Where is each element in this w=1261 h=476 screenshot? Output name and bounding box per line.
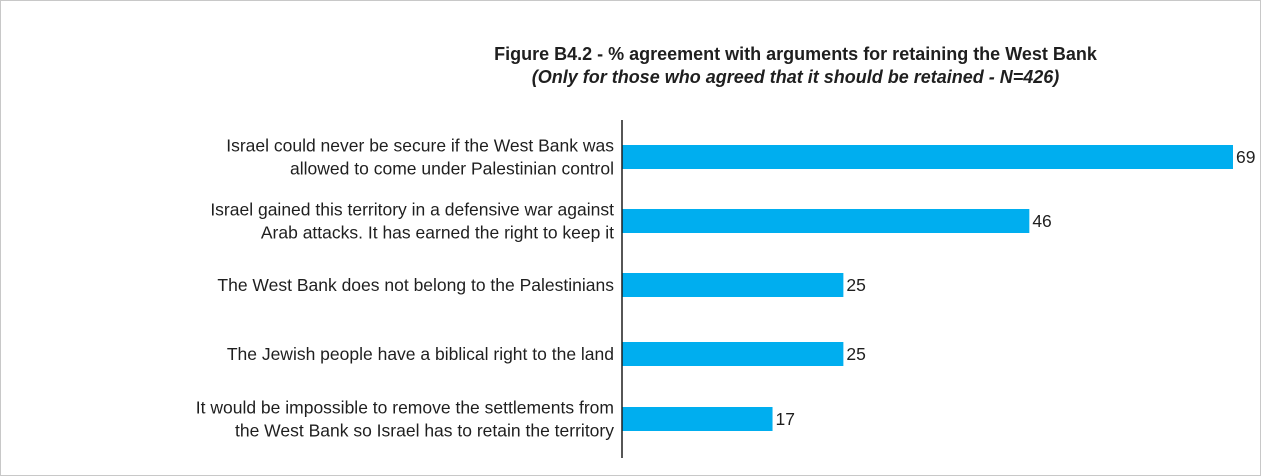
category-label-3-line-0: The Jewish people have a biblical right … <box>227 344 614 364</box>
category-label-1-line-1: Arab attacks. It has earned the right to… <box>261 223 614 243</box>
value-label-0: 69 <box>1236 147 1255 167</box>
category-label-0-line-1: allowed to come under Palestinian contro… <box>290 159 614 179</box>
category-label-0-line-0: Israel could never be secure if the West… <box>226 136 614 156</box>
chart-header: Figure B4.2 - % agreement with arguments… <box>1 43 1260 89</box>
bar-2 <box>622 273 844 297</box>
value-label-3: 25 <box>846 344 865 364</box>
category-labels-layer: Israel could never be secure if the West… <box>196 136 614 441</box>
chart-subtitle: (Only for those who agreed that it shoul… <box>531 67 1060 87</box>
value-label-4: 17 <box>776 409 795 429</box>
category-label-4-line-0: It would be impossible to remove the set… <box>196 398 614 418</box>
bar-4 <box>622 407 773 431</box>
category-label-4-line-1: the West Bank so Israel has to retain th… <box>235 421 614 441</box>
chart-title: Figure B4.2 - % agreement with arguments… <box>494 44 1097 64</box>
bar-1 <box>622 209 1030 233</box>
bar-0 <box>622 145 1233 169</box>
category-label-2-line-0: The West Bank does not belong to the Pal… <box>217 275 614 295</box>
value-label-2: 25 <box>846 275 865 295</box>
bars-layer <box>622 145 1233 431</box>
bar-3 <box>622 342 844 366</box>
category-label-1-line-0: Israel gained this territory in a defens… <box>210 200 614 220</box>
value-label-1: 46 <box>1032 211 1051 231</box>
value-labels-layer: 69 46 25 25 17 <box>776 147 1256 429</box>
